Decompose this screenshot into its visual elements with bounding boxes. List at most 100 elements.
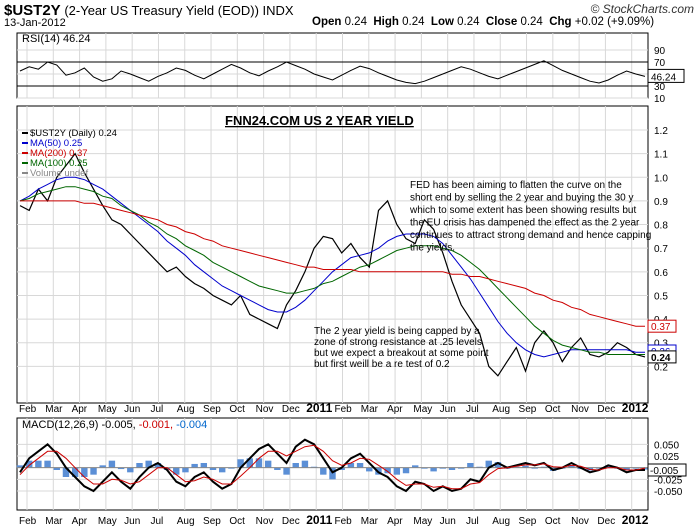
price-label-0-24: 0.24 bbox=[651, 353, 671, 364]
rsi-tick-label: 70 bbox=[654, 58, 666, 69]
macd-histogram-bar bbox=[448, 467, 456, 470]
price-month-label: 2012 bbox=[622, 401, 649, 415]
macd-histogram-bar bbox=[246, 458, 253, 468]
macd-title-part: -0.001, bbox=[139, 419, 176, 431]
price-month-label: Oct bbox=[545, 404, 561, 415]
legend-entry: $UST2Y (Daily) 0.24 bbox=[30, 128, 117, 139]
macd-last-value-label: -0.005 bbox=[650, 466, 679, 477]
macd-histogram-bar bbox=[605, 465, 612, 468]
macd-histogram-bar bbox=[136, 463, 143, 468]
open-value: 0.24 bbox=[344, 16, 367, 28]
macd-month-label: Feb bbox=[335, 516, 353, 527]
macd-histogram-bar bbox=[81, 467, 88, 477]
macd-month-label: Apr bbox=[72, 516, 88, 527]
macd-month-label: Mar bbox=[361, 516, 379, 527]
price-month-label: Jul bbox=[150, 404, 163, 415]
price-tick-label: 0.3 bbox=[654, 339, 668, 350]
price-tick-label: 0.5 bbox=[654, 291, 668, 302]
macd-histogram-bar bbox=[402, 467, 410, 474]
price-label-0-37: 0.37 bbox=[651, 322, 671, 333]
annotation-resistance-line: The 2 year yield is being capped by a bbox=[314, 326, 480, 337]
price-label-box bbox=[647, 319, 677, 333]
price-month-label: Dec bbox=[597, 404, 615, 415]
macd-histogram-bar bbox=[338, 467, 345, 470]
macd-month-label: Jun bbox=[440, 516, 456, 527]
price-month-label: Mar bbox=[45, 404, 63, 415]
symbol-ticker: $UST2Y bbox=[4, 2, 61, 19]
rsi-series-rsi-14- bbox=[19, 60, 646, 85]
price-month-label: Aug bbox=[177, 404, 195, 415]
macd-month-label: Aug bbox=[492, 516, 510, 527]
macd-month-label: Nov bbox=[571, 516, 589, 527]
macd-month-label: May bbox=[98, 516, 117, 527]
legend-entry: MA(100) 0.25 bbox=[30, 158, 88, 169]
macd-month-label: Jul bbox=[150, 516, 163, 527]
macd-histogram-bar bbox=[154, 463, 162, 468]
price-month-label: Sep bbox=[203, 404, 221, 415]
stockcharts-brand: © StockCharts.com bbox=[590, 2, 694, 16]
macd-month-label: Dec bbox=[282, 516, 300, 527]
price-tick-label: 0.6 bbox=[654, 268, 668, 279]
symbol-exchange: INDX bbox=[262, 3, 294, 18]
price-month-label: Nov bbox=[571, 404, 589, 415]
macd-histogram-bar bbox=[117, 467, 125, 470]
price-month-label: Feb bbox=[335, 404, 353, 415]
macd-last-value-box bbox=[647, 463, 687, 477]
annotation-resistance-note: The 2 year yield is being capped by a zon… bbox=[314, 326, 489, 370]
price-tick-label: 1.0 bbox=[654, 173, 668, 184]
annotation-fed-line: the EU crisis has dampened the effect as… bbox=[410, 218, 640, 229]
price-month-label: Jul bbox=[466, 404, 479, 415]
price-month-label: Feb bbox=[19, 404, 37, 415]
macd-histogram-bar bbox=[301, 460, 309, 468]
macd-month-label: Oct bbox=[545, 516, 561, 527]
macd-histogram-bar bbox=[393, 467, 401, 475]
macd-month-label: 2012 bbox=[622, 513, 649, 527]
macd-histogram-bar bbox=[623, 467, 630, 470]
price-month-label: Nov bbox=[256, 404, 274, 415]
price-month-label: Aug bbox=[492, 404, 510, 415]
annotation-fed-line: the yields. bbox=[410, 243, 455, 254]
macd-title: MACD(12,26,9) -0.005, -0.001, -0.004 bbox=[22, 419, 207, 431]
macd-histogram-bar bbox=[145, 460, 152, 468]
macd-histogram-bar bbox=[320, 467, 327, 475]
legend-entry: Volume undef bbox=[30, 168, 88, 179]
price-month-label: Apr bbox=[387, 404, 403, 415]
macd-histogram-bar bbox=[467, 463, 474, 468]
macd-histogram-bar bbox=[219, 467, 226, 473]
macd-histogram-bar bbox=[35, 460, 42, 468]
price-panel-frame bbox=[16, 105, 649, 404]
legend-entry: MA(50) 0.25 bbox=[30, 138, 82, 149]
macd-histogram-bar bbox=[384, 467, 391, 474]
price-month-label: Oct bbox=[229, 404, 245, 415]
legend-entry: MA(200) 0.37 bbox=[30, 148, 88, 159]
macd-month-label: Nov bbox=[256, 516, 274, 527]
macd-title-part: -0.004 bbox=[176, 419, 207, 431]
macd-histogram-bar bbox=[99, 465, 106, 468]
macd-histogram-bar bbox=[127, 467, 134, 473]
macd-histogram-bar bbox=[292, 463, 299, 468]
high-label: High bbox=[373, 16, 399, 28]
price-chart-title: FNN24.COM US 2 YEAR YIELD bbox=[225, 113, 414, 128]
macd-histogram-bar bbox=[191, 463, 198, 468]
price-tick-label: 1.1 bbox=[654, 150, 668, 161]
macd-month-label: Oct bbox=[229, 516, 245, 527]
macd-histogram-bar bbox=[200, 463, 208, 468]
chg-label: Chg bbox=[549, 16, 572, 28]
rsi-tick-label: 30 bbox=[654, 82, 666, 93]
rsi-title: RSI(14) 46.24 bbox=[22, 33, 90, 45]
macd-histogram-bar bbox=[173, 467, 180, 475]
macd-histogram-bar bbox=[522, 465, 529, 468]
macd-tick-label: 0.025 bbox=[654, 452, 679, 463]
price-tick-label: 0.8 bbox=[654, 221, 668, 232]
price-series-ma-100- bbox=[19, 186, 645, 355]
annotation-resistance-line: but we expect a breakout at some point bbox=[314, 348, 489, 359]
macd-histogram-bar bbox=[237, 459, 244, 468]
price-tick-label: 1.2 bbox=[654, 126, 668, 137]
annotation-fed-line: short end by selling the 2 year and buyi… bbox=[410, 193, 633, 204]
macd-histogram-bar bbox=[485, 460, 492, 468]
annotation-fed-line: FED has been aiming to flatten the curve… bbox=[410, 180, 622, 191]
macd-month-label: Feb bbox=[19, 516, 37, 527]
macd-month-label: Jun bbox=[124, 516, 140, 527]
macd-histogram-bar bbox=[53, 467, 60, 470]
open-label: Open bbox=[312, 16, 342, 28]
